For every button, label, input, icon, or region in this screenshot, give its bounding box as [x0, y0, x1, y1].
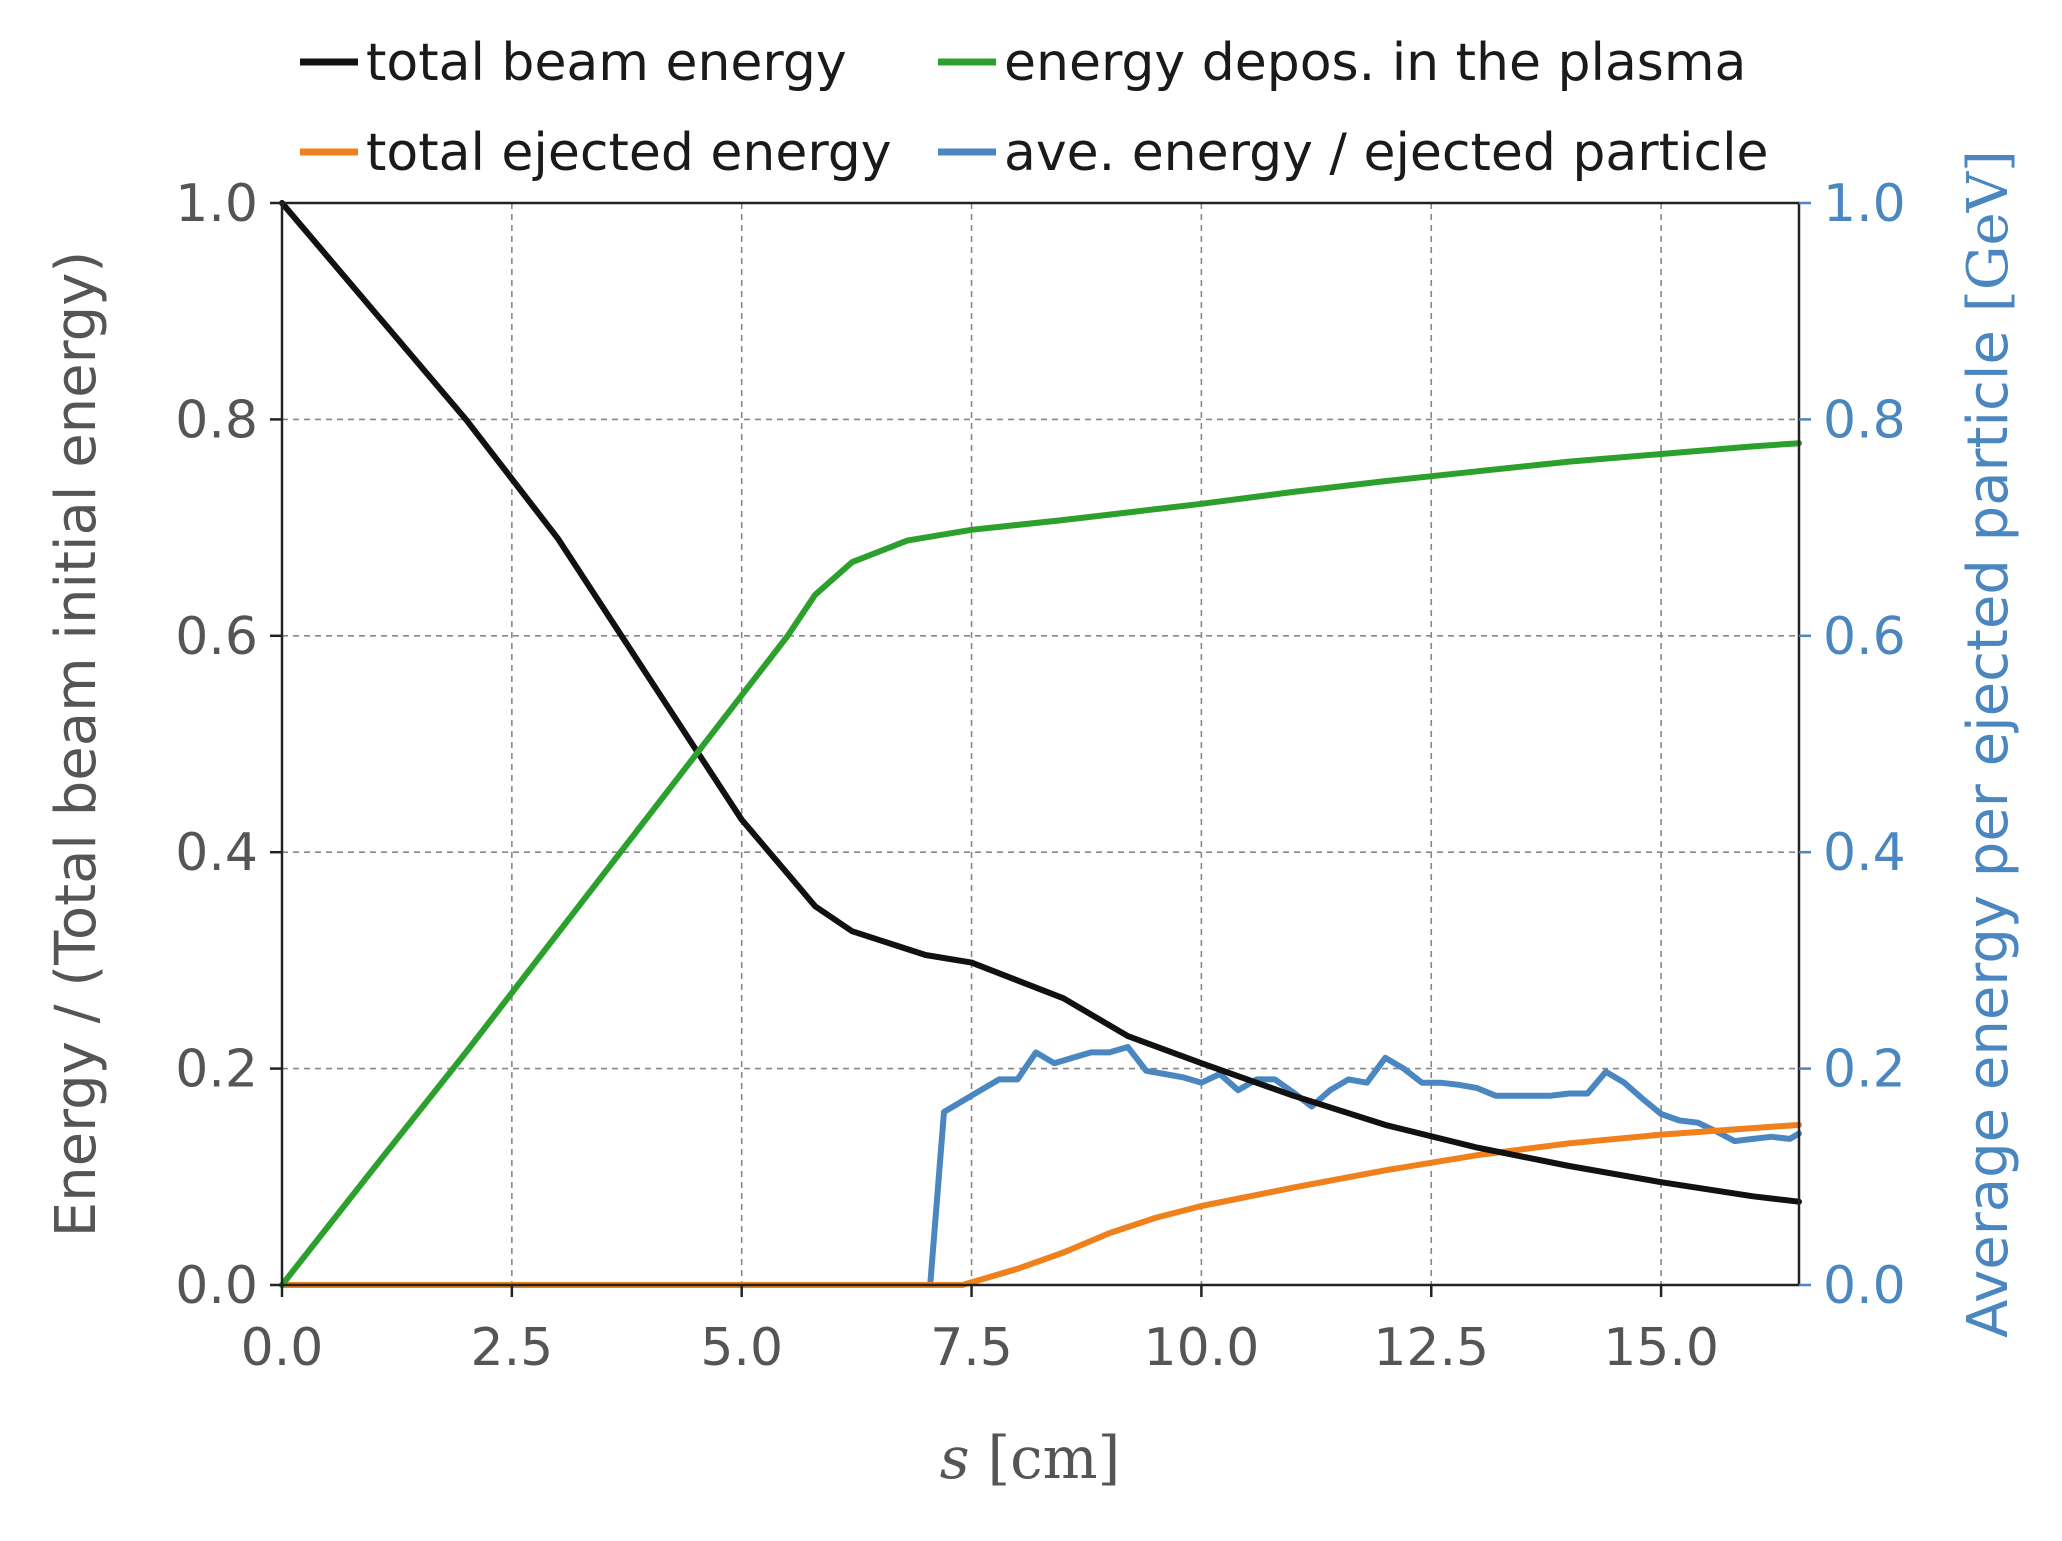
series-line-energy-depos-in-the-plasma: [279, 440, 1802, 1288]
y-tick-label: 0.2: [175, 1040, 258, 1100]
y-axis-right-label: Average energy per ejected particle [GeV…: [1956, 150, 2021, 1338]
x-tick-label: 12.5: [1373, 1318, 1489, 1378]
y-tick-label: 0.0: [175, 1256, 258, 1316]
y-axis-right-ticks: 0.0 0.2 0.4 0.6 0.8 1.0: [1799, 174, 1906, 1316]
legend-label-energy-deposited: energy depos. in the plasma: [1004, 33, 1746, 93]
svg-text:Average energy per ejected par: Average energy per ejected particle [GeV…: [1956, 150, 2021, 1338]
legend-label-total-beam-energy: total beam energy: [366, 33, 847, 93]
x-tick-label: 15.0: [1603, 1318, 1719, 1378]
series-line-ave-energy-ejected-particle: [279, 1044, 1802, 1288]
x-tick-label: 2.5: [470, 1318, 553, 1378]
x-tick-label: 0.0: [241, 1318, 324, 1378]
y-tick-label: 1.0: [175, 174, 258, 234]
legend-entry-ave-energy: ave. energy / ejected particle: [938, 123, 1769, 183]
x-axis-label-var: s: [940, 1424, 970, 1492]
y-axis-label: Energy / (Total beam initial energy): [44, 251, 109, 1237]
y-right-tick-label: 0.4: [1823, 823, 1906, 883]
legend: total beam energy energy depos. in the p…: [300, 33, 1769, 183]
x-axis-ticks: 0.0 2.5 5.0 7.5 10.0 12.5 15.0: [241, 1285, 1719, 1378]
y-axis-ticks: 0.0 0.2 0.4 0.6 0.8 1.0: [175, 174, 282, 1316]
series-lines: [279, 200, 1802, 1288]
series-line-total-ejected-energy: [279, 1121, 1802, 1288]
y-axis-right-label-unit: [GeV]: [1956, 150, 2021, 312]
y-right-tick-label: 0.2: [1823, 1040, 1906, 1100]
y-right-tick-label: 0.0: [1823, 1256, 1906, 1316]
y-right-tick-label: 1.0: [1823, 174, 1906, 234]
x-axis-label: s [cm]: [940, 1424, 1121, 1492]
legend-label-ave-energy: ave. energy / ejected particle: [1004, 123, 1769, 183]
plot-frame: [280, 201, 1801, 1287]
series-line-total-beam-energy: [279, 200, 1802, 1205]
x-tick-label: 10.0: [1144, 1318, 1260, 1378]
y-tick-label: 0.8: [175, 390, 258, 450]
legend-entry-total-beam-energy: total beam energy: [300, 33, 847, 93]
x-axis-label-unit: [cm]: [988, 1424, 1121, 1492]
y-tick-label: 0.4: [175, 823, 258, 883]
y-right-tick-label: 0.6: [1823, 607, 1906, 667]
y-axis-right-label-text: Average energy per ejected particle: [1956, 330, 2021, 1338]
legend-label-total-ejected-energy: total ejected energy: [366, 123, 892, 183]
legend-entry-energy-deposited: energy depos. in the plasma: [938, 33, 1746, 93]
x-tick-label: 7.5: [930, 1318, 1013, 1378]
y-tick-label: 0.6: [175, 607, 258, 667]
x-tick-label: 5.0: [700, 1318, 783, 1378]
y-right-tick-label: 0.8: [1823, 390, 1906, 450]
grid: [282, 203, 1799, 1285]
legend-entry-total-ejected-energy: total ejected energy: [300, 123, 892, 183]
